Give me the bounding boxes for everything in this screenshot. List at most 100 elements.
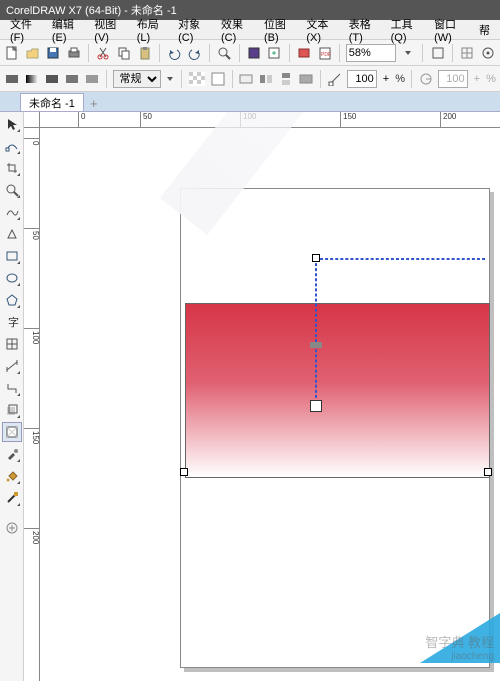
transparency-checker-icon[interactable] xyxy=(188,70,206,88)
separator xyxy=(159,44,160,62)
separator xyxy=(239,44,240,62)
text-tool-icon[interactable]: 字 xyxy=(2,312,22,332)
zoom-dropdown-icon[interactable] xyxy=(400,44,417,62)
fill-tool-icon[interactable] xyxy=(2,466,22,486)
node-icon[interactable] xyxy=(327,70,343,88)
new-icon[interactable] xyxy=(4,44,21,62)
dimension-tool-icon[interactable] xyxy=(2,356,22,376)
color-swatch-icon[interactable] xyxy=(210,70,226,88)
separator xyxy=(452,44,453,62)
menu-bar: 文件(F) 编辑(E) 视图(V) 布局(L) 对象(C) 效果(C) 位图(B… xyxy=(0,20,500,40)
square-icon[interactable] xyxy=(84,70,100,88)
percent-label: % xyxy=(395,73,405,85)
transparency-tool-icon[interactable] xyxy=(2,422,22,442)
gradient-rectangle-object[interactable] xyxy=(185,303,490,478)
mirror-v-icon[interactable] xyxy=(278,70,294,88)
presets-icon[interactable] xyxy=(4,70,20,88)
separator xyxy=(289,44,290,62)
menu-file[interactable]: 文件(F) xyxy=(10,16,40,44)
transparency-axis[interactable] xyxy=(315,258,317,403)
document-tab[interactable]: 未命名 -1 xyxy=(20,93,84,111)
angle-icon[interactable] xyxy=(418,70,434,88)
table-tool-icon[interactable] xyxy=(2,334,22,354)
ellipse-tool-icon[interactable] xyxy=(2,268,22,288)
zoom-input[interactable] xyxy=(346,44,396,62)
paste-icon[interactable] xyxy=(136,44,153,62)
separator xyxy=(411,70,412,88)
freehand-tool-icon[interactable] xyxy=(2,202,22,222)
direction-icon[interactable] xyxy=(238,70,254,88)
copy-icon[interactable] xyxy=(116,44,133,62)
plus-icon[interactable]: + xyxy=(381,70,392,88)
separator xyxy=(422,44,423,62)
pdf-icon[interactable]: PDF xyxy=(316,44,333,62)
menu-tools[interactable]: 工具(Q) xyxy=(391,16,422,44)
print-icon[interactable] xyxy=(66,44,83,62)
opacity-start-input[interactable] xyxy=(347,70,377,88)
export-icon[interactable] xyxy=(266,44,283,62)
zoom-tool-icon[interactable] xyxy=(2,180,22,200)
menu-view[interactable]: 视图(V) xyxy=(94,16,124,44)
mirror-h-icon[interactable] xyxy=(258,70,274,88)
radial-icon[interactable] xyxy=(44,70,60,88)
selection-handle-w[interactable] xyxy=(180,468,188,476)
separator xyxy=(339,44,340,62)
fullscreen-icon[interactable] xyxy=(429,44,446,62)
undo-icon[interactable] xyxy=(166,44,183,62)
watermark-text: 智字典 教程 jiaocheng xyxy=(425,635,494,663)
repeat-icon[interactable] xyxy=(298,70,314,88)
document-tab-bar: 未命名 -1 + xyxy=(0,92,500,112)
plus2-icon[interactable]: + xyxy=(472,70,483,88)
menu-help[interactable]: 帮 xyxy=(479,22,490,38)
linear-icon[interactable] xyxy=(24,70,40,88)
menu-text[interactable]: 文本(X) xyxy=(306,16,336,44)
standard-toolbar: PDF xyxy=(0,40,500,66)
separator xyxy=(320,70,321,88)
import-icon[interactable] xyxy=(246,44,263,62)
menu-window[interactable]: 窗口(W) xyxy=(434,16,467,44)
menu-effects[interactable]: 效果(C) xyxy=(221,16,252,44)
canvas[interactable]: 智字典 教程 jiaocheng xyxy=(40,128,500,681)
redo-icon[interactable] xyxy=(187,44,204,62)
menu-edit[interactable]: 编辑(E) xyxy=(52,16,82,44)
menu-layout[interactable]: 布局(L) xyxy=(137,16,166,44)
ruler-origin[interactable] xyxy=(24,112,40,128)
style-arrow-icon[interactable] xyxy=(165,70,176,88)
opacity-end-input[interactable] xyxy=(438,70,468,88)
menu-bitmap[interactable]: 位图(B) xyxy=(264,16,294,44)
polygon-tool-icon[interactable] xyxy=(2,290,22,310)
transparency-axis-h[interactable] xyxy=(315,258,485,260)
selection-handle-e[interactable] xyxy=(484,468,492,476)
effects-tool-icon[interactable] xyxy=(2,400,22,420)
canvas-area[interactable]: 050100150200 050100150200 智字典 教程 jiaoche… xyxy=(24,112,500,681)
transparency-start-handle[interactable] xyxy=(312,254,320,262)
menu-table[interactable]: 表格(T) xyxy=(349,16,379,44)
connector-tool-icon[interactable] xyxy=(2,378,22,398)
pick-tool-icon[interactable] xyxy=(2,114,22,134)
ruler-vertical[interactable]: 050100150200 xyxy=(24,128,40,681)
publish-icon[interactable] xyxy=(296,44,313,62)
outline-tool-icon[interactable] xyxy=(2,488,22,508)
svg-text:字: 字 xyxy=(8,315,19,329)
open-icon[interactable] xyxy=(25,44,42,62)
transparency-mid-handle[interactable] xyxy=(310,342,322,348)
conical-icon[interactable] xyxy=(64,70,80,88)
snap-icon[interactable] xyxy=(459,44,476,62)
eyedropper-tool-icon[interactable] xyxy=(2,444,22,464)
rectangle-tool-icon[interactable] xyxy=(2,246,22,266)
menu-object[interactable]: 对象(C) xyxy=(178,16,209,44)
crop-tool-icon[interactable] xyxy=(2,158,22,178)
workspace: 字 050100150200 050100150200 xyxy=(0,112,500,681)
shape-tool-icon[interactable] xyxy=(2,136,22,156)
smart-fill-tool-icon[interactable] xyxy=(2,224,22,244)
separator xyxy=(209,44,210,62)
search-icon[interactable] xyxy=(216,44,233,62)
separator xyxy=(88,44,89,62)
transparency-end-handle[interactable] xyxy=(310,400,322,412)
style-dropdown[interactable]: 常规 xyxy=(113,70,161,88)
add-tab-button[interactable]: + xyxy=(86,95,102,111)
save-icon[interactable] xyxy=(45,44,62,62)
quick-customize-icon[interactable] xyxy=(2,518,22,538)
cut-icon[interactable] xyxy=(95,44,112,62)
options-icon[interactable] xyxy=(479,44,496,62)
